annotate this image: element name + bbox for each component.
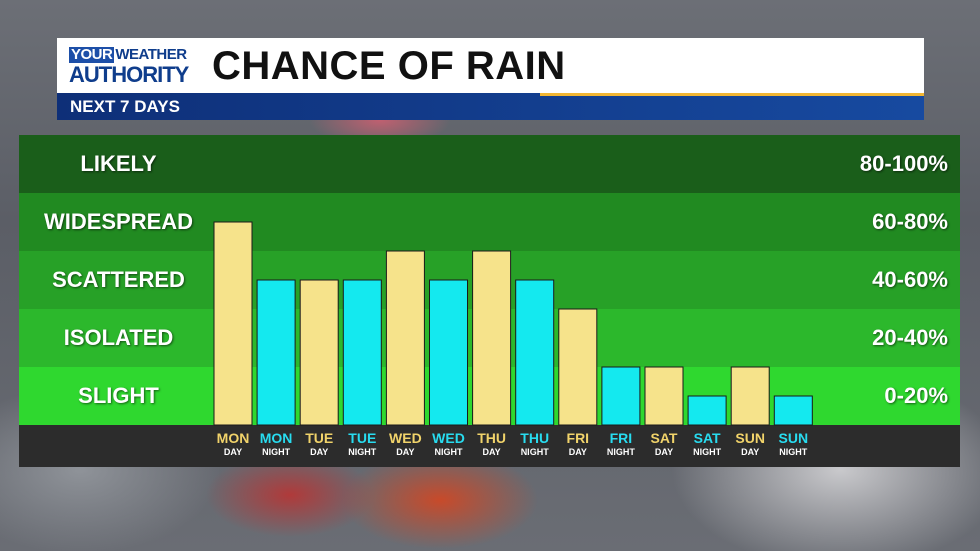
x-tick-period: NIGHT [606, 447, 635, 457]
x-tick-period: DAY [223, 447, 243, 457]
x-tick-period: NIGHT [434, 447, 463, 457]
title-banner: YOUR WEATHER AUTHORITY CHANCE OF RAIN [57, 38, 924, 93]
x-tick-day: SUN [735, 430, 765, 446]
x-tick-day: MON [216, 430, 250, 446]
x-tick-day: FRI [609, 430, 633, 446]
x-tick-period: NIGHT [348, 447, 377, 457]
bar-tue-day [299, 279, 339, 426]
x-tick-period: NIGHT [262, 447, 291, 457]
logo-word: WEATHER [115, 46, 187, 63]
band-range: 80-100% [859, 151, 948, 176]
x-tick-label: THU DAY [470, 430, 513, 458]
x-tick-day: TUE [348, 430, 377, 446]
x-tick-period: NIGHT [520, 447, 549, 457]
x-tick-label: THU NIGHT [513, 430, 556, 458]
x-axis-strip [19, 425, 960, 467]
x-tick-day: THU [477, 430, 506, 446]
bar-mon-day [213, 221, 253, 426]
band-label: ISOLATED [63, 325, 174, 350]
page-title: CHANCE OF RAIN [212, 44, 566, 88]
x-tick-label: TUE NIGHT [341, 430, 384, 458]
band-widespread: WIDESPREAD 60-80% [19, 193, 960, 251]
band-label: SCATTERED [52, 267, 185, 292]
x-tick-period: DAY [568, 447, 587, 457]
bar-tue-night [342, 279, 382, 426]
x-tick-label: MON NIGHT [255, 430, 298, 458]
band-label: SLIGHT [78, 383, 159, 408]
x-tick-period: NIGHT [779, 447, 808, 457]
logo-line-1: YOUR WEATHER [69, 47, 187, 63]
x-tick-period: DAY [396, 447, 415, 457]
x-tick-label: TUE DAY [298, 430, 341, 458]
accent-line [540, 93, 924, 96]
bar-mon-night [256, 279, 296, 426]
logo-boxed-word: YOUR [69, 46, 115, 63]
bar-wed-day [385, 250, 425, 426]
bar-sun-day [730, 366, 770, 426]
band-likely: LIKELY 80-100% [19, 135, 960, 193]
x-tick-label: WED NIGHT [427, 430, 470, 458]
bar-wed-night [429, 279, 468, 426]
bar-thu-night [515, 279, 555, 426]
x-tick-day: TUE [305, 430, 334, 446]
x-tick-label: FRI NIGHT [599, 430, 642, 458]
bar-fri-day [558, 308, 598, 426]
x-tick-period: DAY [741, 447, 760, 457]
subtitle-banner: NEXT 7 DAYS [57, 93, 924, 120]
band-range: 0-20% [884, 383, 948, 408]
bar-sat-night [687, 395, 727, 426]
band-label: WIDESPREAD [43, 209, 194, 234]
x-tick-label: SUN NIGHT [772, 430, 815, 458]
band-range: 20-40% [872, 325, 948, 350]
band-range: 60-80% [872, 209, 948, 234]
x-tick-day: SAT [650, 430, 678, 446]
x-tick-label: FRI DAY [556, 430, 599, 458]
bar-fri-night [601, 366, 641, 426]
x-tick-label: SUN DAY [729, 430, 772, 458]
x-tick-label: SAT NIGHT [686, 430, 729, 458]
x-tick-period: DAY [310, 447, 329, 457]
x-tick-day: WED [389, 430, 422, 446]
x-tick-label: MON DAY [212, 430, 255, 458]
x-tick-label: SAT DAY [643, 430, 686, 458]
band-label: LIKELY [80, 151, 157, 176]
x-tick-day: SAT [693, 430, 721, 446]
bar-sun-night [773, 395, 813, 426]
x-tick-day: THU [520, 430, 550, 446]
x-tick-period: DAY [654, 447, 674, 457]
bar-thu-day [472, 250, 512, 426]
x-tick-day: FRI [566, 430, 590, 446]
x-tick-label: WED DAY [384, 430, 427, 458]
band-range: 40-60% [872, 267, 948, 292]
logo-line-2: AUTHORITY [69, 62, 189, 87]
x-tick-day: MON [259, 430, 293, 446]
x-tick-day: SUN [778, 430, 809, 446]
page-subtitle: NEXT 7 DAYS [70, 97, 180, 116]
station-logo: YOUR WEATHER AUTHORITY [69, 47, 196, 87]
x-tick-day: WED [432, 430, 465, 446]
x-tick-period: DAY [482, 447, 501, 457]
x-tick-period: NIGHT [693, 447, 722, 457]
bar-sat-day [644, 366, 684, 426]
